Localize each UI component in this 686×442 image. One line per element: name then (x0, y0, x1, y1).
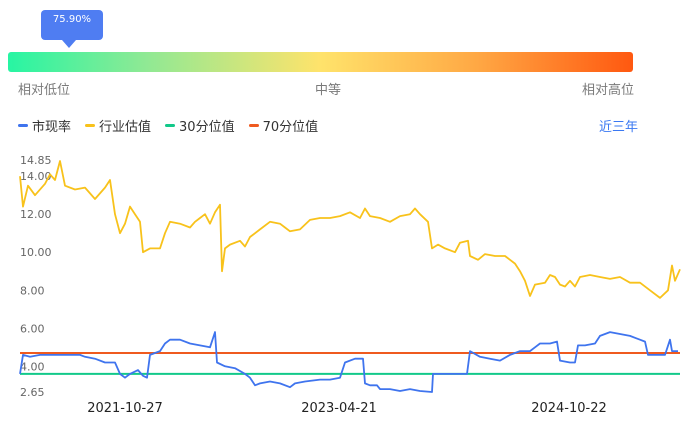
y-tick-label: 2.65 (20, 386, 45, 399)
y-tick-label: 14.00 (20, 170, 52, 183)
legend-label: 30分位值 (179, 120, 235, 135)
legend-swatch-icon (85, 124, 96, 127)
time-range-selector[interactable]: 近三年 (599, 120, 639, 135)
legend-label: 行业估值 (99, 120, 152, 135)
y-axis: 14.85 14.00 12.00 10.00 8.00 6.00 4.00 2.65 (20, 154, 52, 399)
legend-item-industry[interactable]: 行业估值 (85, 116, 151, 135)
chart-series (19, 160, 681, 393)
series-line-0 (19, 331, 678, 393)
x-tick-label: 2021-10-27 (87, 401, 163, 416)
percentile-value: 75.90% (52, 14, 92, 25)
chart-legend: 市现率 行业估值 30分位值 70分位值 (18, 116, 318, 135)
percentile-tooltip: 75.90% (41, 10, 103, 40)
legend-label: 市现率 (32, 120, 72, 135)
percentile-gradient-bar (8, 52, 633, 72)
series-line-1 (19, 160, 681, 299)
x-axis: 2021-10-27 2023-04-21 2024-10-22 (87, 401, 607, 416)
legend-item-p70[interactable]: 70分位值 (248, 116, 319, 135)
scale-low-label: 相对低位 (18, 83, 71, 98)
legend-swatch-icon (248, 124, 259, 127)
x-tick-label: 2023-04-21 (301, 401, 377, 416)
legend-swatch-icon (18, 124, 28, 127)
y-tick-label: 6.00 (20, 322, 45, 335)
x-tick-label: 2024-10-22 (531, 401, 607, 416)
tooltip-pointer-icon (62, 40, 76, 48)
y-tick-label: 10.00 (20, 246, 52, 259)
y-tick-label: 4.00 (20, 360, 45, 373)
scale-high-label: 相对高位 (582, 83, 635, 98)
legend-item-p30[interactable]: 30分位值 (165, 116, 235, 135)
legend-label: 70分位值 (262, 120, 319, 135)
legend-item-pcf[interactable]: 市现率 (18, 116, 71, 135)
y-tick-label: 12.00 (20, 208, 52, 221)
legend-swatch-icon (165, 124, 176, 127)
scale-mid-label: 中等 (315, 83, 342, 98)
y-tick-label: 14.85 (20, 154, 52, 167)
y-tick-label: 8.00 (20, 284, 45, 297)
